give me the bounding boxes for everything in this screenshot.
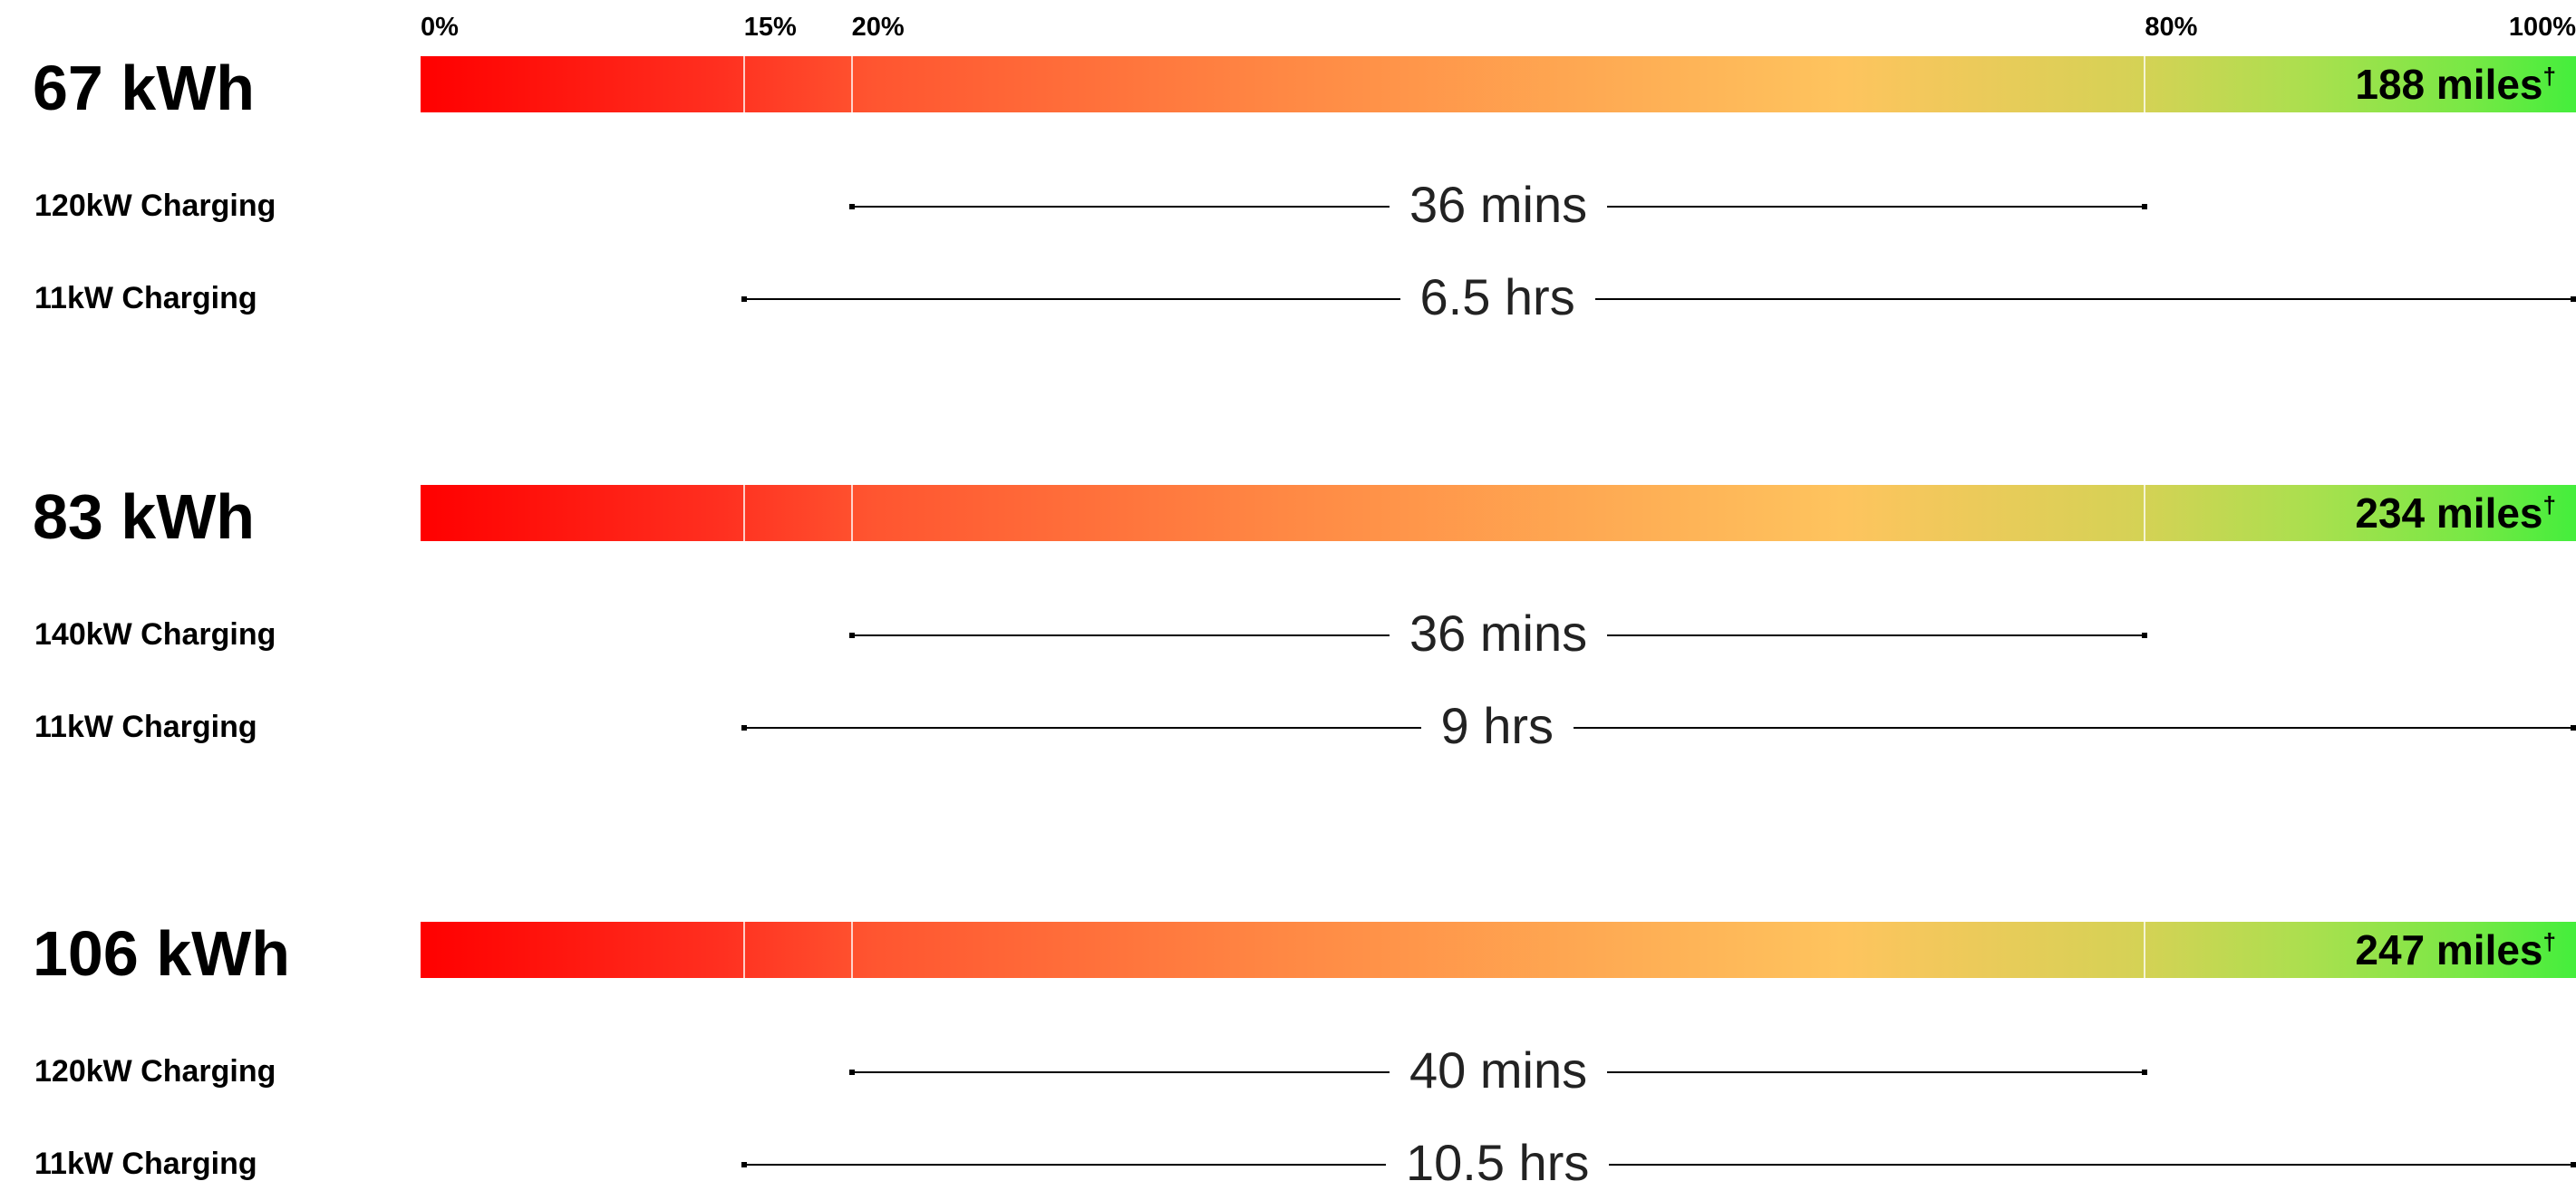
line-endpoint bbox=[741, 1162, 747, 1167]
percent-tick-label: 80% bbox=[2145, 13, 2198, 42]
charge-gradient-bar: 188 miles† bbox=[421, 56, 2576, 112]
range-value: 234 miles bbox=[2355, 489, 2543, 537]
line-endpoint bbox=[2571, 296, 2576, 302]
charging-time-label: 6.5 hrs bbox=[1399, 272, 1595, 323]
charging-rate-label: 120kW Charging bbox=[34, 189, 276, 223]
bar-divider bbox=[742, 922, 745, 978]
bar-divider bbox=[850, 922, 853, 978]
battery-capacity-label: 106 kWh bbox=[33, 918, 290, 989]
line-endpoint bbox=[2142, 633, 2148, 638]
charging-rate-label: 120kW Charging bbox=[34, 1054, 276, 1089]
range-footnote-mark: † bbox=[2542, 928, 2556, 955]
charging-time-label: 40 mins bbox=[1390, 1045, 1608, 1096]
line-endpoint bbox=[848, 1070, 855, 1075]
charging-time-label: 10.5 hrs bbox=[1386, 1138, 1610, 1188]
bar-divider bbox=[2144, 56, 2146, 112]
range-value: 188 miles bbox=[2355, 61, 2543, 108]
charging-time-line bbox=[743, 727, 2573, 729]
bar-divider bbox=[742, 485, 745, 541]
range-label: 247 miles† bbox=[2355, 927, 2556, 973]
range-footnote-mark: † bbox=[2542, 491, 2556, 518]
battery-capacity-label: 67 kWh bbox=[33, 53, 256, 123]
charging-rate-label: 140kW Charging bbox=[34, 617, 276, 652]
line-endpoint bbox=[741, 725, 747, 731]
line-endpoint bbox=[848, 633, 855, 638]
charging-time-label: 9 hrs bbox=[1420, 701, 1574, 751]
charging-rate-label: 11kW Charging bbox=[34, 1147, 257, 1181]
bar-divider bbox=[850, 56, 853, 112]
bar-divider bbox=[742, 56, 745, 112]
line-endpoint bbox=[2142, 1070, 2148, 1075]
percent-tick-label: 100% bbox=[2508, 13, 2576, 42]
charging-rate-label: 11kW Charging bbox=[34, 281, 257, 315]
range-footnote-mark: † bbox=[2542, 63, 2556, 90]
charge-gradient-bar: 247 miles† bbox=[421, 922, 2576, 978]
percent-tick-label: 0% bbox=[421, 13, 459, 42]
range-label: 188 miles† bbox=[2355, 62, 2556, 108]
line-endpoint bbox=[741, 296, 747, 302]
charging-rate-label: 11kW Charging bbox=[34, 710, 257, 744]
battery-capacity-label: 83 kWh bbox=[33, 481, 256, 552]
bar-divider bbox=[2144, 922, 2146, 978]
bar-divider bbox=[850, 485, 853, 541]
charging-time-line bbox=[743, 298, 2573, 300]
line-endpoint bbox=[848, 204, 855, 209]
range-value: 247 miles bbox=[2355, 926, 2543, 973]
percent-tick-label: 15% bbox=[743, 13, 797, 42]
line-endpoint bbox=[2142, 204, 2148, 209]
range-label: 234 miles† bbox=[2355, 490, 2556, 537]
line-endpoint bbox=[2571, 1162, 2576, 1167]
percent-tick-label: 20% bbox=[851, 13, 905, 42]
line-endpoint bbox=[2571, 725, 2576, 731]
charging-time-label: 36 mins bbox=[1390, 179, 1608, 230]
charge-gradient-bar: 234 miles† bbox=[421, 485, 2576, 541]
bar-divider bbox=[2144, 485, 2146, 541]
charging-time-line bbox=[743, 1164, 2573, 1166]
charging-time-label: 36 mins bbox=[1390, 608, 1608, 659]
